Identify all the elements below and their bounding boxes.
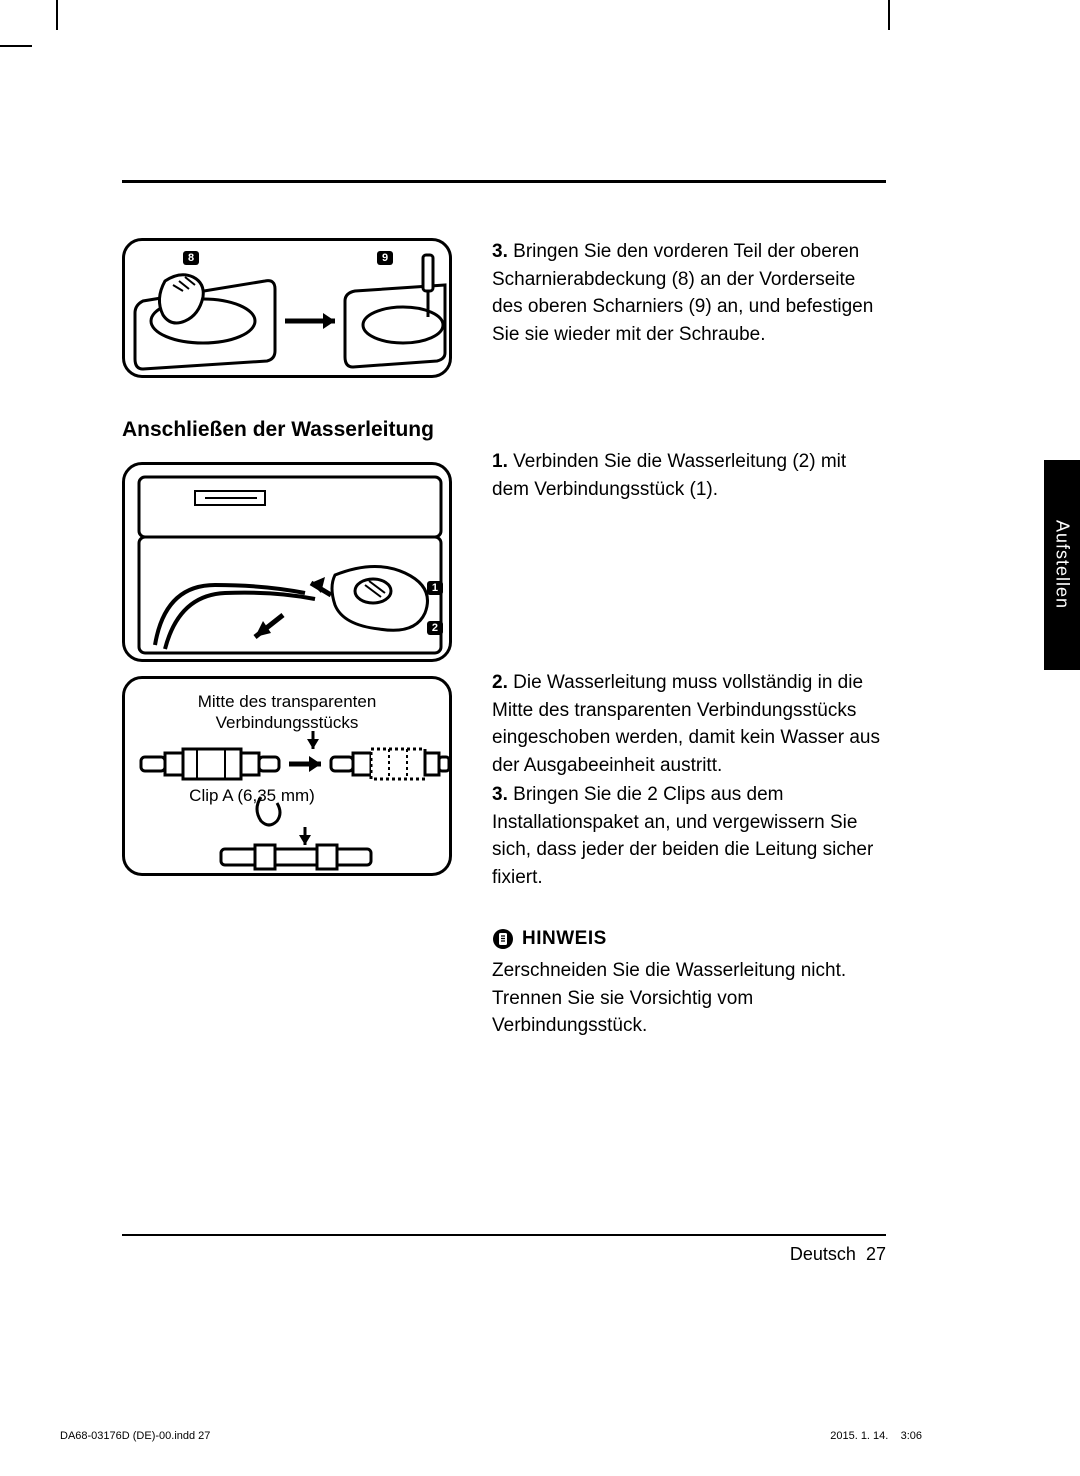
note-heading: HINWEIS [522,925,607,953]
figure-hinge: 8 9 [122,238,452,378]
step3-body: Bringen Sie den vorderen Teil der oberen… [492,241,873,345]
step1-number: 1. [492,451,508,472]
step2-number: 2. [492,672,508,693]
note-block: HINWEIS Zerschneiden Sie die Wasserleitu… [492,925,886,1039]
note-body: Zerschneiden Sie die Wasserleitung nicht… [492,957,886,1040]
callout-9: 9 [377,251,393,265]
footer-lang: Deutsch [790,1244,856,1264]
figure-water-connect: 1 2 [122,462,452,662]
subheading-water: Anschließen der Wasserleitung [122,418,886,442]
callout-8: 8 [183,251,199,265]
step3b-block: 3. Bringen Sie die 2 Clips aus dem Insta… [492,781,886,891]
figure-clip: Mitte des transparenten Verbindungsstück… [122,676,452,876]
step3b-body: Bringen Sie die 2 Clips aus dem Installa… [492,784,873,888]
page-content: 8 9 3. Bringen Sie den vorderen Teil der… [122,180,886,1240]
footer-indd: DA68-03176D (DE)-00.indd 27 [60,1430,210,1442]
footer-rule [122,1234,886,1236]
footer-page: 27 [866,1244,886,1264]
step2-block: 2. Die Wasserleitung muss vollständig in… [492,669,886,779]
side-tab-label: Aufstellen [1052,520,1073,609]
callout-1: 1 [427,581,443,595]
callout-2: 2 [427,621,443,635]
step3-text: 3. Bringen Sie den vorderen Teil der obe… [492,238,886,348]
figure-hinge-svg [125,241,452,378]
row-step3-hinge: 8 9 3. Bringen Sie den vorderen Teil der… [122,238,886,378]
footer-datetime: 2015. 1. 14. 3:06 [830,1430,922,1442]
step3b-number: 3. [492,784,508,805]
top-rule [122,180,886,183]
step2-body: Die Wasserleitung muss vollständig in di… [492,672,880,776]
fig-label-mid: Clip A (6,35 mm) [125,785,379,806]
figure-clip-svg [125,679,452,876]
footer-lang-page: Deutsch 27 [790,1244,886,1265]
step1-block: 1. Verbinden Sie die Wasserleitung (2) m… [492,448,886,503]
figure-water-svg [125,465,452,662]
step3-number: 3. [492,241,508,262]
note-icon [492,928,514,950]
step1-body: Verbinden Sie die Wasserleitung (2) mit … [492,451,846,500]
side-tab: Aufstellen [1044,460,1080,670]
crop-marks [0,0,1080,48]
row-step1-water: 1 2 Mitte des transparenten Verbindungss… [122,448,886,1040]
